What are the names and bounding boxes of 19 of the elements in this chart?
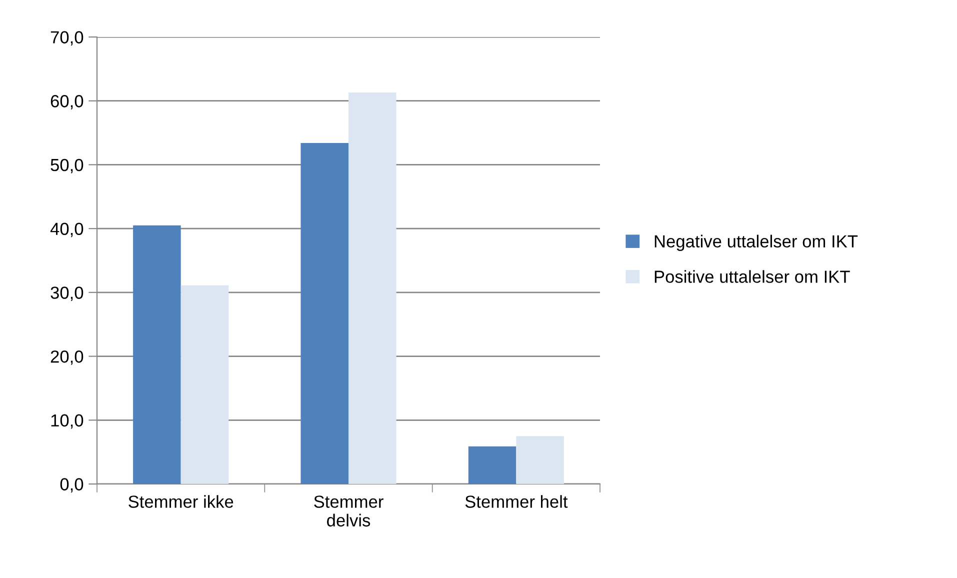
- bar: [516, 436, 564, 484]
- y-tick-label: 0,0: [60, 478, 84, 493]
- y-tick-label: 40,0: [50, 222, 84, 238]
- legend-label: Negative uttalelser om IKT: [654, 234, 858, 251]
- bar: [133, 225, 181, 484]
- bar: [468, 446, 516, 484]
- x-tick-label: Stemmer delvis: [314, 496, 384, 527]
- y-tick-label: 70,0: [50, 31, 84, 46]
- x-tick-label: Stemmer ikke: [128, 495, 234, 508]
- y-tick-label: 50,0: [50, 158, 84, 174]
- legend-label: Positive uttalelser om IKT: [654, 270, 850, 283]
- y-tick-label: 20,0: [50, 350, 84, 365]
- bar: [348, 92, 396, 484]
- bar: [300, 143, 348, 484]
- bar: [180, 285, 229, 484]
- x-tick-label: Stemmer helt: [465, 495, 568, 508]
- y-tick-label: 60,0: [50, 95, 84, 110]
- y-tick-label: 30,0: [50, 286, 84, 301]
- y-tick-label: 10,0: [51, 414, 84, 429]
